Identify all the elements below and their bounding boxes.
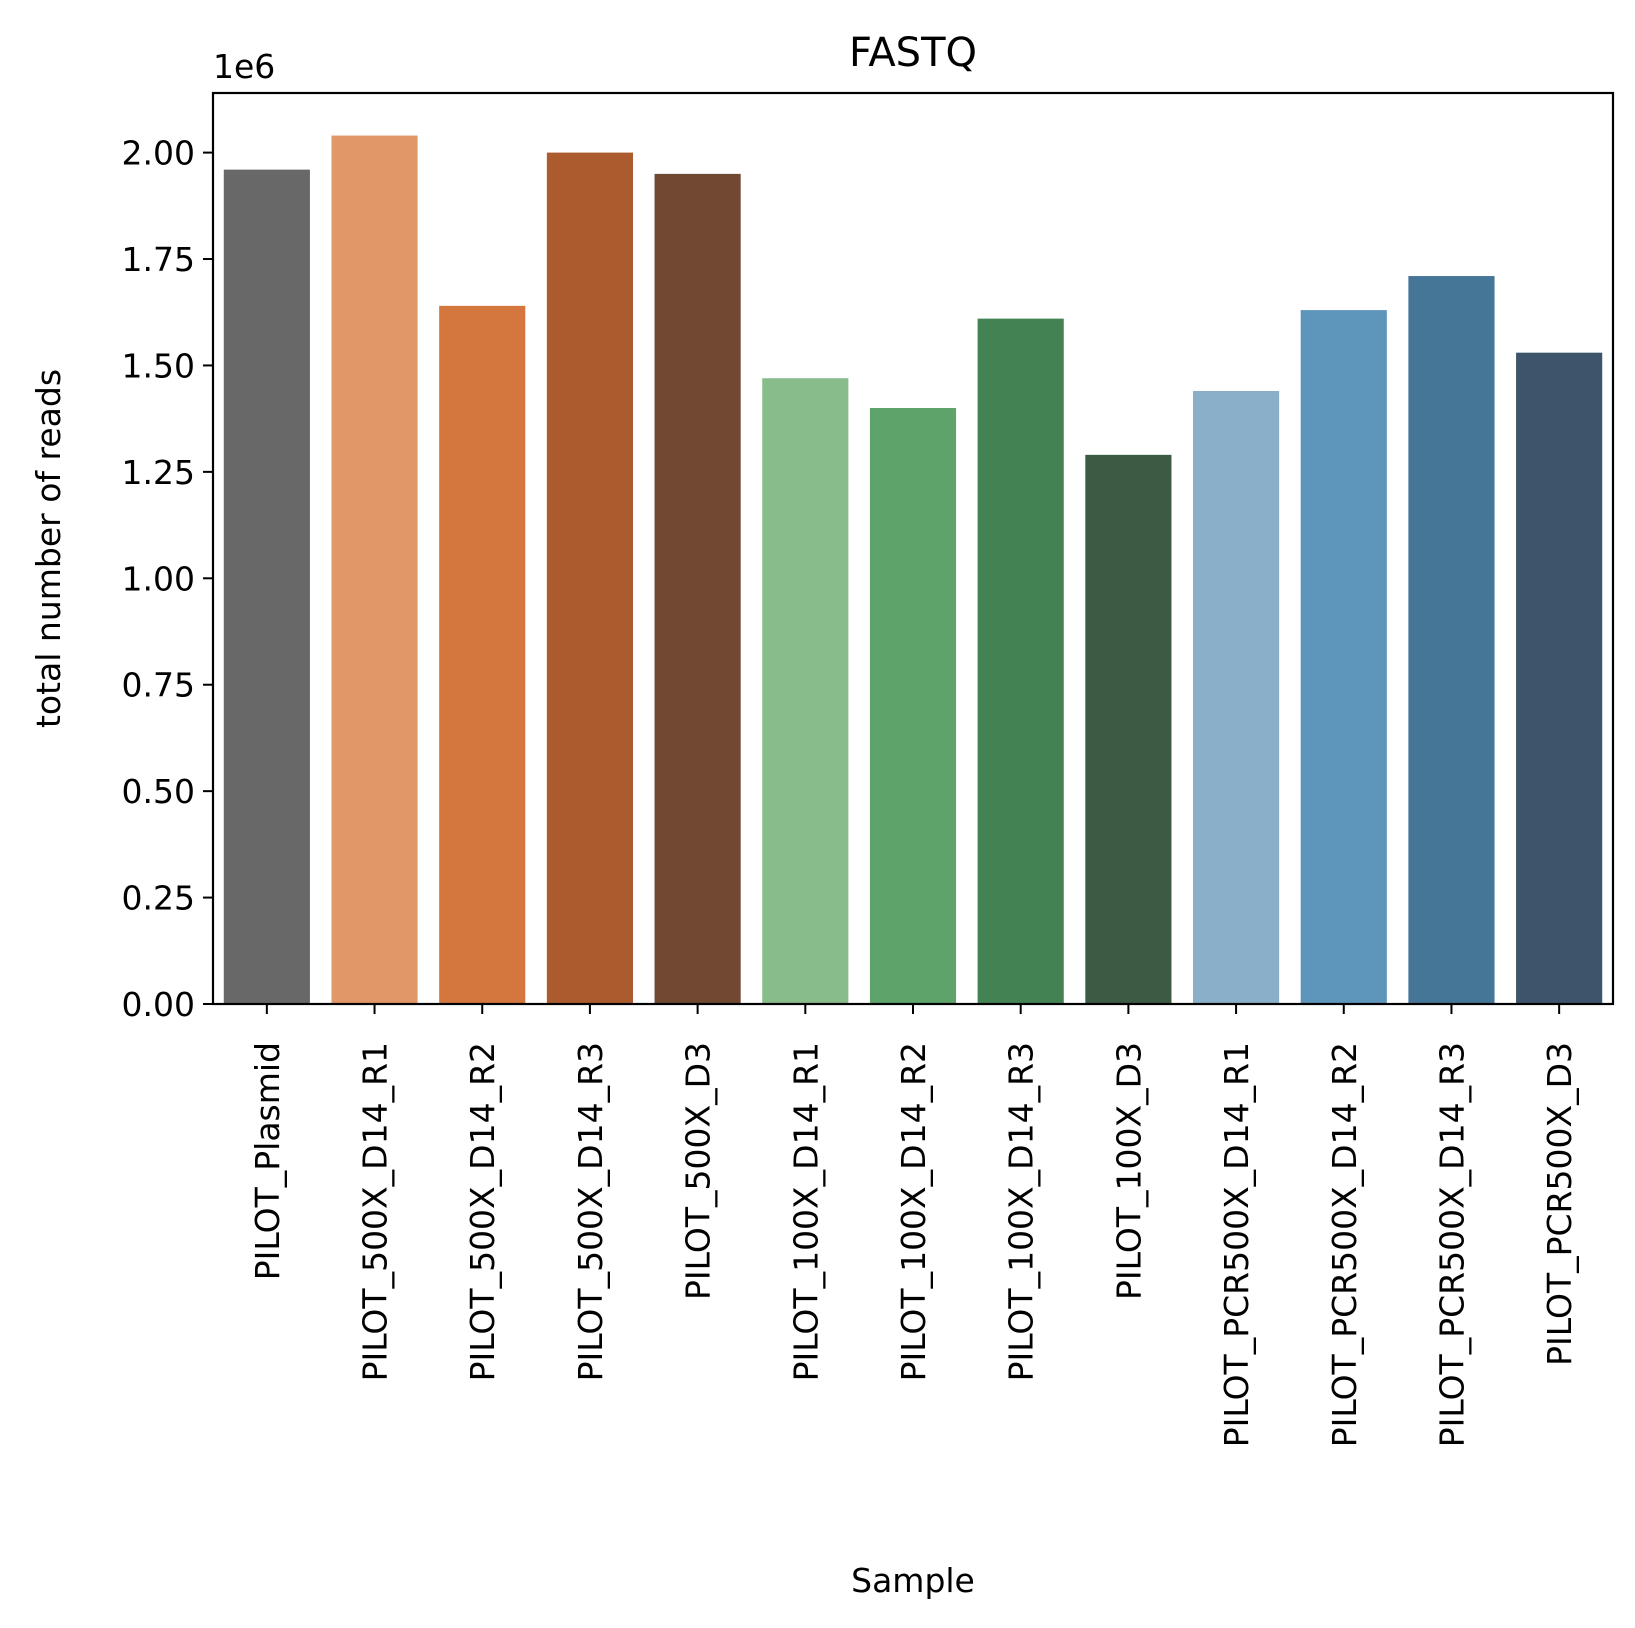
bar-pilot-100x-d14-r3: [977, 318, 1064, 1005]
x-tick-label: PILOT_PCR500X_D3: [1540, 1042, 1579, 1366]
x-tick-label: PILOT_100X_D3: [1109, 1042, 1148, 1300]
x-tick-label: PILOT_Plasmid: [248, 1042, 287, 1280]
y-tick-label: 1.00: [122, 559, 195, 598]
x-tick-label: PILOT_100X_D14_R2: [894, 1042, 933, 1381]
bar-pilot-500x-d14-r3: [546, 152, 633, 1004]
bar-pilot-plasmid: [223, 169, 310, 1005]
bar-pilot-100x-d3: [1085, 454, 1172, 1004]
x-tick-label: PILOT_PCR500X_D14_R1: [1217, 1042, 1256, 1447]
x-axis-label: Sample: [851, 1561, 975, 1600]
bar-pilot-100x-d14-r2: [869, 408, 957, 1004]
y-tick-label: 0.75: [122, 666, 195, 705]
x-tick-label: PILOT_500X_D14_R3: [571, 1042, 610, 1381]
x-tick-label: PILOT_PCR500X_D14_R3: [1432, 1042, 1471, 1447]
y-tick-label: 2.00: [122, 134, 195, 173]
bar-pilot-pcr500x-d14-r3: [1408, 276, 1495, 1004]
x-tick-label: PILOT_500X_D14_R1: [356, 1042, 395, 1381]
x-tick-label: PILOT_100X_D14_R1: [786, 1042, 825, 1381]
bar-pilot-pcr500x-d14-r1: [1193, 390, 1280, 1004]
bar-pilot-500x-d14-r2: [439, 305, 526, 1004]
y-tick-label: 1.25: [122, 453, 195, 492]
y-tick-label: 1.75: [122, 240, 195, 279]
chart-title: FASTQ: [849, 30, 977, 76]
y-offset-text: 1e6: [213, 47, 275, 86]
y-axis-label: total number of reads: [29, 369, 68, 728]
x-tick-label: PILOT_100X_D14_R3: [1002, 1042, 1041, 1381]
x-tick-label: PILOT_PCR500X_D14_R2: [1325, 1042, 1364, 1447]
y-tick-label: 0.50: [122, 772, 195, 811]
bars-layer: [223, 135, 1603, 1005]
bar-pilot-500x-d14-r1: [331, 135, 418, 1005]
plot-frame: [211, 91, 1615, 1006]
bar-pilot-pcr500x-d14-r2: [1300, 310, 1387, 1004]
bar-pilot-500x-d3: [654, 173, 741, 1004]
x-tick-label: PILOT_500X_D14_R2: [463, 1042, 502, 1381]
y-tick-label: 0.00: [122, 985, 195, 1024]
bar-pilot-pcr500x-d3: [1516, 352, 1603, 1004]
bar-pilot-100x-d14-r1: [762, 378, 849, 1005]
y-axis: 0.00 0.25 0.50 0.75 1.00 1.25 1.50 1.75 2.00: [122, 134, 213, 1024]
x-axis: PILOT_Plasmid PILOT_500X_D14_R1 PILOT_500X…: [248, 1004, 1579, 1447]
x-tick-label: PILOT_500X_D3: [679, 1042, 718, 1300]
y-tick-label: 1.50: [122, 346, 195, 385]
y-tick-label: 0.25: [122, 879, 195, 918]
